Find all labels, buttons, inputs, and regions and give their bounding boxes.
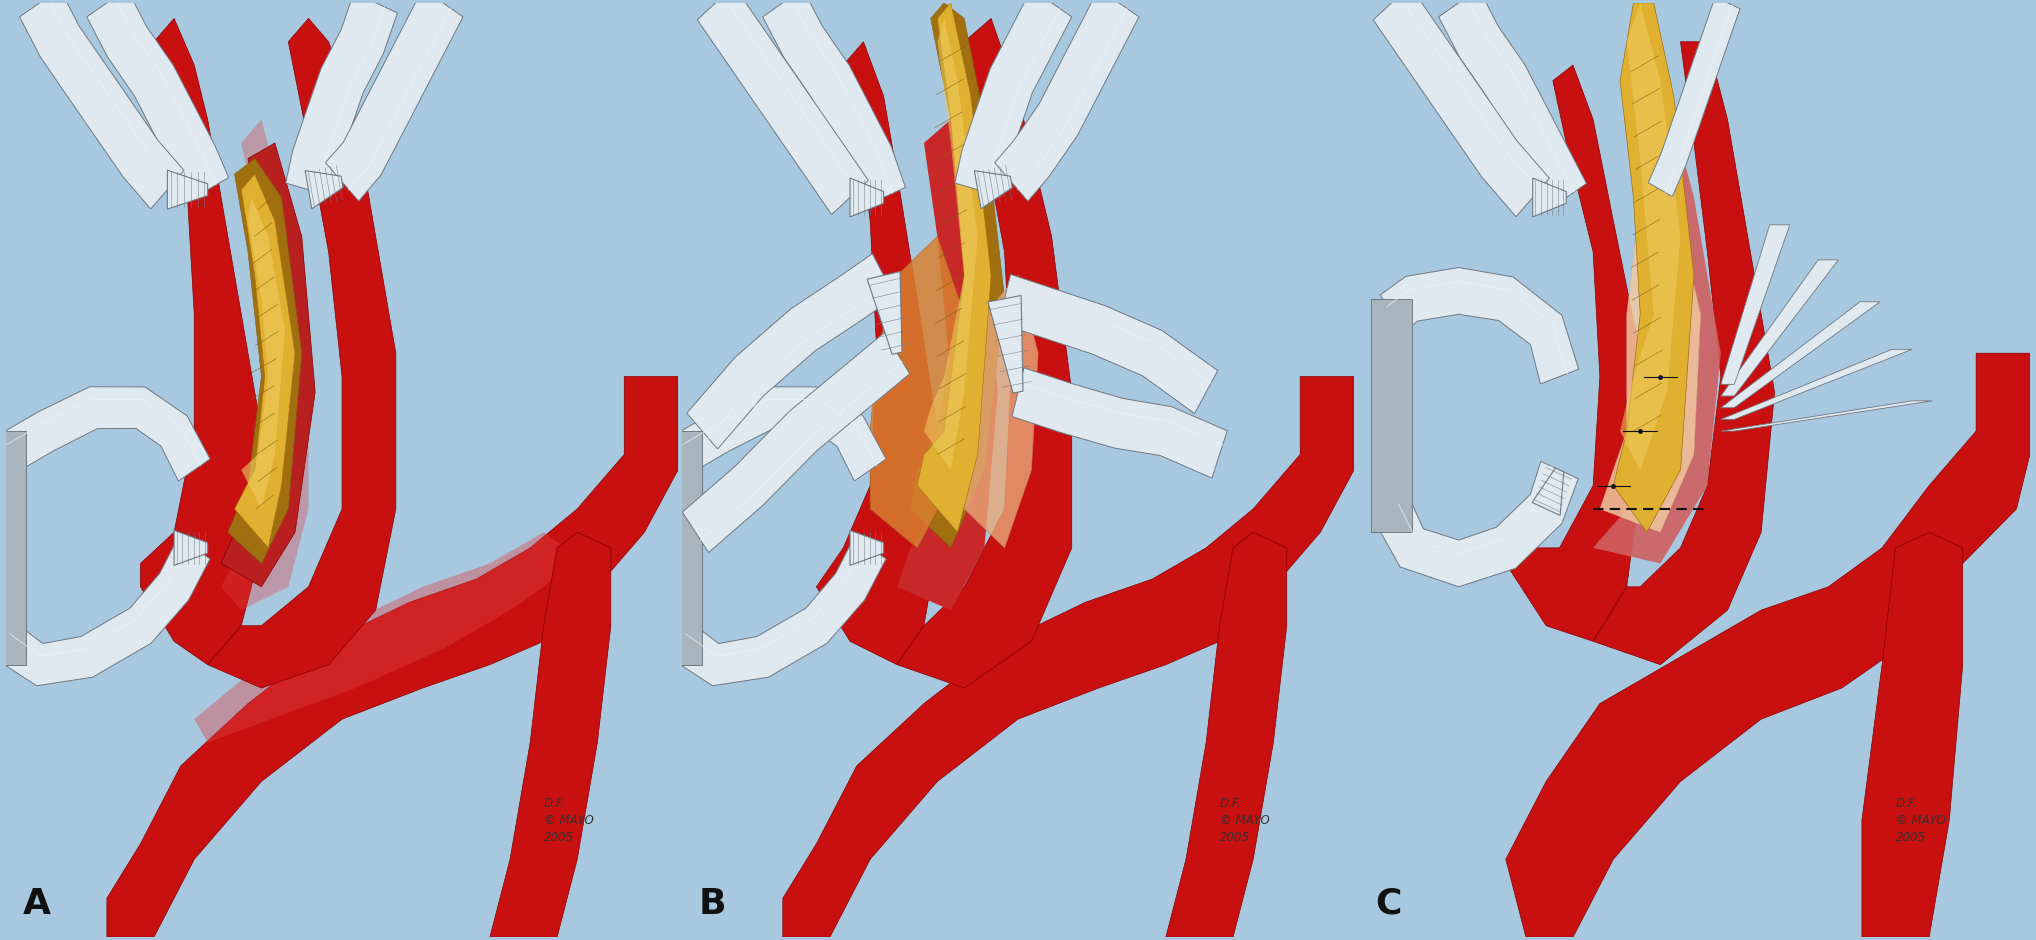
Polygon shape	[108, 377, 678, 937]
Polygon shape	[222, 119, 309, 610]
Polygon shape	[869, 237, 965, 548]
Polygon shape	[1507, 65, 1641, 641]
Polygon shape	[1372, 0, 1549, 217]
Text: A: A	[22, 886, 51, 921]
Polygon shape	[924, 19, 977, 470]
Polygon shape	[975, 170, 1012, 209]
Polygon shape	[849, 530, 884, 565]
Polygon shape	[222, 143, 316, 587]
Polygon shape	[965, 275, 1038, 548]
Polygon shape	[672, 537, 886, 686]
Polygon shape	[1380, 268, 1578, 384]
Polygon shape	[782, 377, 1354, 937]
Polygon shape	[1720, 259, 1839, 396]
Polygon shape	[674, 386, 886, 481]
Polygon shape	[898, 19, 1071, 688]
Polygon shape	[1861, 532, 1963, 937]
Text: D.F.
© MAYO
2005: D.F. © MAYO 2005	[544, 797, 592, 844]
Polygon shape	[910, 3, 1004, 548]
Polygon shape	[696, 0, 869, 214]
Polygon shape	[0, 431, 26, 665]
Polygon shape	[1600, 197, 1700, 532]
FancyBboxPatch shape	[1358, 3, 2030, 937]
Polygon shape	[996, 0, 1138, 201]
Polygon shape	[1720, 302, 1879, 408]
Polygon shape	[1012, 368, 1228, 478]
Polygon shape	[686, 254, 896, 449]
Polygon shape	[764, 0, 906, 208]
FancyBboxPatch shape	[682, 3, 1354, 937]
Polygon shape	[1613, 3, 1694, 532]
Polygon shape	[1592, 96, 1720, 563]
Polygon shape	[1439, 0, 1586, 212]
Polygon shape	[88, 0, 228, 202]
Polygon shape	[1649, 0, 1741, 196]
Polygon shape	[1720, 400, 1932, 431]
Polygon shape	[998, 274, 1218, 414]
Polygon shape	[175, 530, 208, 565]
Polygon shape	[816, 41, 937, 665]
Polygon shape	[20, 0, 183, 209]
Polygon shape	[305, 170, 342, 209]
Polygon shape	[1507, 353, 2030, 937]
Polygon shape	[987, 295, 1022, 393]
Polygon shape	[1720, 350, 1912, 419]
Polygon shape	[682, 333, 910, 553]
Polygon shape	[867, 272, 902, 354]
Text: B: B	[698, 886, 727, 921]
Polygon shape	[140, 19, 261, 665]
Polygon shape	[491, 532, 611, 937]
Polygon shape	[167, 170, 208, 210]
Polygon shape	[916, 3, 992, 532]
Polygon shape	[1720, 225, 1790, 384]
FancyBboxPatch shape	[6, 3, 678, 937]
Polygon shape	[662, 431, 702, 665]
Polygon shape	[208, 19, 395, 688]
Polygon shape	[285, 0, 397, 196]
Polygon shape	[326, 0, 462, 201]
Polygon shape	[0, 537, 210, 686]
Text: D.F.
© MAYO
2005: D.F. © MAYO 2005	[1896, 797, 1944, 844]
Polygon shape	[0, 386, 210, 481]
Polygon shape	[1372, 299, 1411, 532]
Polygon shape	[849, 178, 884, 217]
Text: D.F.
© MAYO
2005: D.F. © MAYO 2005	[1220, 797, 1268, 844]
Polygon shape	[234, 174, 295, 548]
Polygon shape	[955, 0, 1071, 196]
Polygon shape	[1621, 3, 1680, 470]
Polygon shape	[1533, 178, 1566, 217]
Polygon shape	[1374, 462, 1578, 587]
Polygon shape	[1531, 468, 1564, 515]
Polygon shape	[242, 197, 285, 509]
Polygon shape	[193, 532, 578, 743]
Polygon shape	[898, 119, 998, 610]
Polygon shape	[1592, 41, 1775, 665]
Polygon shape	[1167, 532, 1287, 937]
Polygon shape	[228, 159, 301, 563]
Text: C: C	[1374, 886, 1401, 921]
